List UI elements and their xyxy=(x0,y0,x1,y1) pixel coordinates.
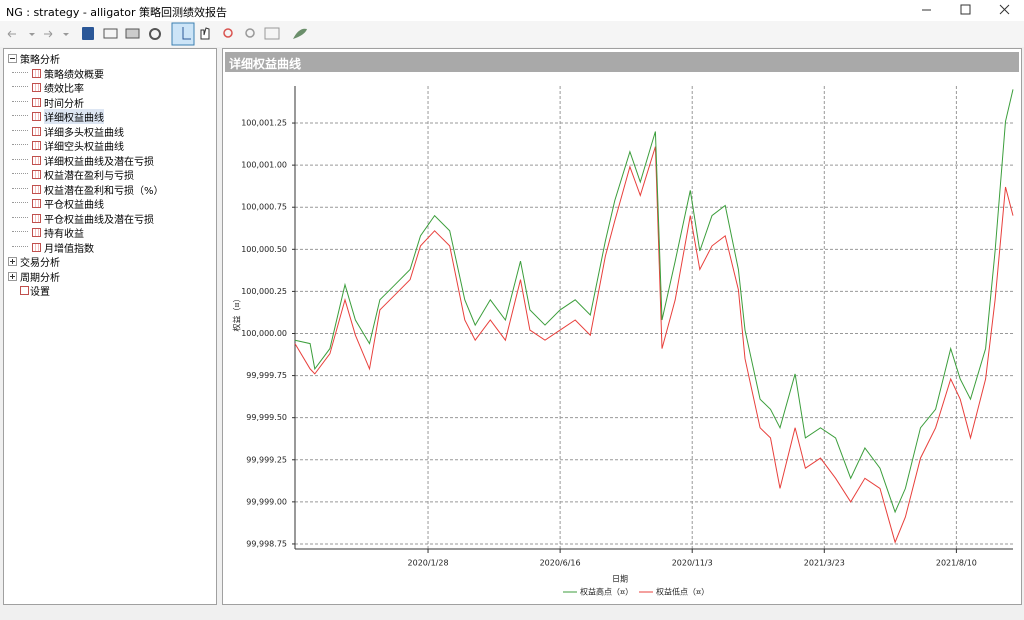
y-tick-label: 99,998.75 xyxy=(246,539,287,548)
title-bar: NG : strategy - alligator 策略回测绩效报告 xyxy=(0,0,1024,21)
settings-button[interactable] xyxy=(149,28,161,40)
node-icon xyxy=(32,112,41,121)
tree-node[interactable]: 时间分析 xyxy=(44,98,84,110)
tree-node[interactable]: 周期分析 xyxy=(20,272,60,284)
tree-node[interactable]: 策略绩效概要 xyxy=(44,69,104,81)
tree-view: 策略分析策略绩效概要 绩效比率时间分析 详细权益曲线详细多头权益曲线 详细空头权益曲线… xyxy=(3,48,217,605)
window-controls xyxy=(922,4,1010,15)
y-tick-label: 99,999.00 xyxy=(246,497,287,506)
copy-button[interactable] xyxy=(103,28,118,39)
tree-line xyxy=(12,231,28,232)
legend-label: 权益高点（¤） xyxy=(580,587,633,597)
x-tick-label: 2020/1/28 xyxy=(408,559,449,568)
tree-node[interactable]: 详细空头权益曲线 xyxy=(44,142,124,153)
node-icon xyxy=(32,199,41,208)
back-dropdown[interactable] xyxy=(29,33,35,36)
x-axis-label: 日期 xyxy=(612,575,628,584)
pan-button[interactable] xyxy=(200,27,210,40)
tree-line xyxy=(12,86,28,87)
expander[interactable] xyxy=(8,54,17,63)
chart-style-button[interactable] xyxy=(293,28,307,39)
node-icon xyxy=(32,97,41,107)
node-icon xyxy=(20,286,29,295)
tree-node[interactable]: 详细权益曲线 xyxy=(44,109,104,124)
tree-node[interactable]: 持有收益 xyxy=(44,229,84,240)
node-icon xyxy=(32,184,41,194)
x-tick-label: 2021/3/23 xyxy=(804,559,845,568)
close[interactable] xyxy=(999,4,1010,15)
node-icon xyxy=(32,155,41,165)
y-tick-label: 99,999.25 xyxy=(246,455,287,464)
y-tick-label: 99,999.75 xyxy=(246,371,287,380)
tree-node[interactable]: 设置 xyxy=(30,287,50,298)
x-tick-label: 2021/8/10 xyxy=(936,559,977,568)
node-icon xyxy=(32,141,41,150)
node-icon xyxy=(32,83,41,92)
tree-node[interactable]: 详细多头权益曲线 xyxy=(44,127,124,139)
zoom-in-button[interactable] xyxy=(223,28,233,38)
y-tick-label: 100,000.25 xyxy=(241,287,287,296)
tree-line xyxy=(12,216,28,218)
node-icon xyxy=(32,242,41,252)
node-icon xyxy=(32,170,41,179)
tree-line xyxy=(12,187,28,189)
tree-node[interactable]: 策略分析 xyxy=(20,55,60,66)
tree-line xyxy=(12,158,28,160)
node-icon xyxy=(32,228,41,237)
expander[interactable] xyxy=(8,257,17,266)
crosshair-icon xyxy=(182,27,191,40)
tree-node[interactable]: 平仓权益曲线及潜在亏损 xyxy=(44,214,154,226)
tree-line xyxy=(12,129,28,131)
chart: 权益（¤） 日期 99,998.75 99,999.00 99,999.25 99,9… xyxy=(232,86,1014,597)
tree-line xyxy=(12,71,28,73)
print-button[interactable] xyxy=(125,28,140,39)
node-icon xyxy=(32,213,41,223)
node-icon xyxy=(32,126,41,136)
y-tick-label: 100,000.50 xyxy=(241,245,287,254)
line-series xyxy=(294,146,1014,544)
line-series xyxy=(294,89,1014,514)
tree-node[interactable]: 详细权益曲线及潜在亏损 xyxy=(44,156,154,168)
save-button[interactable] xyxy=(82,27,94,40)
y-axis-label: 权益（¤） xyxy=(232,294,242,331)
expander-sign xyxy=(12,259,13,264)
toolbar xyxy=(0,21,1024,47)
window-title: NG : strategy - alligator 策略回测绩效报告 xyxy=(6,6,227,19)
y-tick-label: 100,000.75 xyxy=(241,203,287,212)
forward-button[interactable] xyxy=(44,30,53,38)
panel-header: 详细权益曲线 xyxy=(225,52,1019,72)
x-tick-label: 2020/11/3 xyxy=(672,559,713,568)
node-icon xyxy=(32,68,41,78)
tree-line xyxy=(12,173,28,174)
toolbar-icons xyxy=(7,22,307,46)
y-tick-label: 99,999.50 xyxy=(246,413,287,422)
tree-node[interactable]: 交易分析 xyxy=(20,258,60,269)
legend-label: 权益低点（¤） xyxy=(656,587,709,597)
y-tick-label: 100,000.00 xyxy=(241,329,287,338)
y-tick-label: 100,001.00 xyxy=(241,161,287,170)
y-tick-label: 100,001.25 xyxy=(241,119,287,128)
back-button[interactable] xyxy=(7,30,16,38)
tree-node[interactable]: 绩效比率 xyxy=(44,84,84,95)
expander-sign xyxy=(12,273,13,279)
maximize[interactable] xyxy=(960,4,971,15)
panel-title: 详细权益曲线 xyxy=(229,57,302,71)
tree-node[interactable]: 月增值指数 xyxy=(44,243,94,255)
x-tick-label: 2020/6/16 xyxy=(540,559,581,568)
tree-line xyxy=(12,202,28,203)
expander[interactable] xyxy=(8,271,17,281)
forward-dropdown[interactable] xyxy=(63,33,69,36)
tree-line xyxy=(12,100,28,102)
tree-line xyxy=(12,144,28,145)
zoom-out-button[interactable] xyxy=(245,28,255,38)
tree-line xyxy=(12,115,28,116)
tree-node[interactable]: 平仓权益曲线 xyxy=(44,200,104,211)
tree-node[interactable]: 权益潜在盈利与亏损 xyxy=(44,171,134,182)
chart-panel: 详细权益曲线 权益（¤） 日期 99,998.75 99,999.00 99,999… xyxy=(222,48,1022,605)
expander-sign xyxy=(10,58,15,59)
tree-line xyxy=(12,245,28,247)
tree-node[interactable]: 权益潜在盈利和亏损（%） xyxy=(44,185,164,197)
fit-button[interactable] xyxy=(264,27,280,40)
